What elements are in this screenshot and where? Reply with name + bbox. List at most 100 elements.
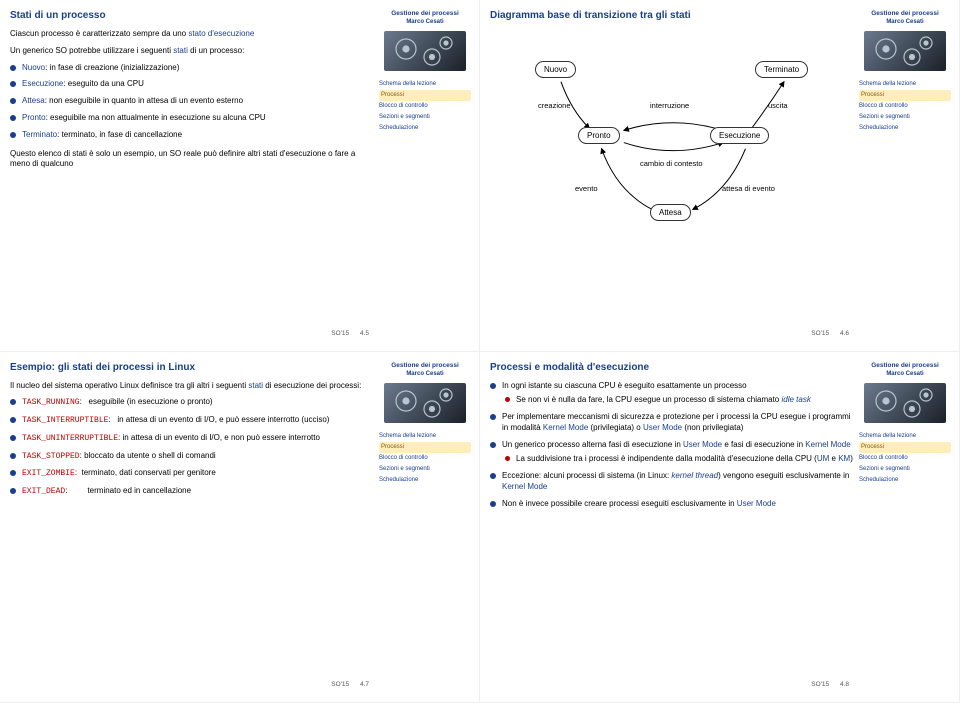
desc: bloccato da utente o shell di comandi <box>84 451 216 460</box>
slide4-footer: SO'15 4.8 <box>811 681 849 688</box>
t: Eccezione: alcuni processi di sistema (i… <box>502 471 671 480</box>
slide2-footer: SO'15 4.6 <box>811 330 849 337</box>
sidebar-author: Marco Cesati <box>379 371 471 377</box>
slide-1-main: Stati di un processo Ciascun processo è … <box>10 10 379 343</box>
sidebar-3: Gestione dei processi Marco Cesati Schema … <box>379 362 471 695</box>
nav-item[interactable]: Blocco di controllo <box>379 101 471 112</box>
nav-item[interactable]: Blocco di controllo <box>859 453 951 464</box>
nav-item[interactable]: Processi <box>379 90 471 101</box>
nav-item[interactable]: Schema della lezione <box>859 79 951 90</box>
km: KM <box>838 454 850 463</box>
slide3-intro: Il nucleo del sistema operativo Linux de… <box>10 381 375 392</box>
slide-4-title: Processi e modalità d'esecuzione <box>490 362 855 373</box>
t: Se non vi è nulla da fare, la CPU esegue… <box>516 395 781 404</box>
nav-item[interactable]: Schedulazione <box>859 123 951 134</box>
km: Kernel Mode <box>805 440 850 449</box>
nav-item[interactable]: Processi <box>859 90 951 101</box>
list-item: Nuovo: in fase di creazione (inizializza… <box>22 63 375 74</box>
nav-item[interactable]: Blocco di controllo <box>859 101 951 112</box>
desc: : eseguito da una CPU <box>63 79 144 88</box>
sub: Se non vi è nulla da fare, la CPU esegue… <box>502 395 855 406</box>
state-pronto: Pronto <box>578 127 620 144</box>
km: Kernel Mode <box>502 482 547 491</box>
footer-code: SO'15 <box>811 330 829 337</box>
t2: e <box>829 454 838 463</box>
um: User Mode <box>683 440 722 449</box>
sidebar-author: Marco Cesati <box>859 371 951 377</box>
nav-item[interactable]: Schedulazione <box>379 123 471 134</box>
desc: terminato ed in cancellazione <box>87 486 191 495</box>
list-item: Eccezione: alcuni processi di sistema (i… <box>502 471 855 493</box>
gears-icon <box>384 383 466 423</box>
footer-page: 4.7 <box>360 681 369 688</box>
list-item: In ogni istante su ciascuna CPU è esegui… <box>502 381 855 407</box>
gears-icon <box>864 383 946 423</box>
slide1-intro-a: Ciascun processo è caratterizzato sempre… <box>10 29 188 38</box>
slide1-list: Nuovo: in fase di creazione (inizializza… <box>10 63 375 141</box>
sidebar-nav: Schema della lezioneProcessiBlocco di co… <box>379 79 471 134</box>
footer-page: 4.5 <box>360 330 369 337</box>
list-item: TASK_UNINTERRUPTIBLE: in attesa di un ev… <box>22 433 375 445</box>
term: Esecuzione <box>22 79 63 88</box>
sub: La suddivisione tra i processi è indipen… <box>502 454 855 465</box>
t2: ) vengono eseguiti esclusivamente in <box>718 471 849 480</box>
kthread: kernel thread <box>671 471 718 480</box>
nav-item[interactable]: Schedulazione <box>859 475 951 486</box>
nav-item[interactable]: Processi <box>379 442 471 453</box>
nav-item[interactable]: Schema della lezione <box>379 431 471 442</box>
t3: ) <box>850 454 853 463</box>
nav-item[interactable]: Schema della lezione <box>379 79 471 90</box>
label-interruzione: interruzione <box>650 101 689 110</box>
sidebar-nav: Schema della lezioneProcessiBlocco di co… <box>859 431 951 486</box>
sidebar-2: Gestione dei processiMarco CesatiSchema … <box>859 10 951 343</box>
list-item: Non è invece possibile creare processi e… <box>502 499 855 510</box>
nav-item[interactable]: Sezioni e segmenti <box>379 112 471 123</box>
desc: : terminato, in fase di cancellazione <box>57 130 182 139</box>
code: TASK_RUNNING <box>22 398 80 407</box>
nav-item[interactable]: Schedulazione <box>379 475 471 486</box>
footer-page: 4.6 <box>840 330 849 337</box>
nav-item[interactable]: Sezioni e segmenti <box>859 112 951 123</box>
slide-2-main: Diagramma base di transizione tra gli st… <box>490 10 859 343</box>
desc: in attesa di un evento di I/O, e non può… <box>122 433 319 442</box>
term: Terminato <box>22 130 57 139</box>
list-item: TASK_INTERRUPTIBLE: in attesa di un even… <box>22 415 375 427</box>
slide3-footer: SO'15 4.7 <box>331 681 369 688</box>
slide-3-main: Esempio: gli stati dei processi in Linux… <box>10 362 379 695</box>
list-item: EXIT_ZOMBIE: terminato, dati conservati … <box>22 468 375 480</box>
um: User Mode <box>643 423 682 432</box>
list-item: Pronto: eseguibile ma non attualmente in… <box>22 113 375 124</box>
nav-item[interactable]: Sezioni e segmenti <box>379 464 471 475</box>
state-attesa: Attesa <box>650 204 691 221</box>
list-item: TASK_STOPPED: bloccato da utente o shell… <box>22 451 375 463</box>
sub-item: Se non vi è nulla da fare, la CPU esegue… <box>516 395 855 406</box>
code: EXIT_ZOMBIE <box>22 469 75 478</box>
page-grid: Stati di un processo Ciascun processo è … <box>0 0 960 703</box>
nav-item[interactable]: Schema della lezione <box>859 431 951 442</box>
code: EXIT_DEAD <box>22 487 65 496</box>
code: TASK_UNINTERRUPTIBLE <box>22 434 118 443</box>
desc: eseguibile (in esecuzione o pronto) <box>89 397 213 406</box>
sidebar-course-title: Gestione dei processi <box>379 362 471 369</box>
footer-code: SO'15 <box>331 330 349 337</box>
slide4-list: In ogni istante su ciascuna CPU è esegui… <box>490 381 855 510</box>
nav-item[interactable]: Blocco di controllo <box>379 453 471 464</box>
slide1-lead-a: Un generico SO potrebbe utilizzare i seg… <box>10 46 173 55</box>
code: TASK_STOPPED <box>22 452 80 461</box>
slide1-footer: SO'15 4.5 <box>331 330 369 337</box>
t2: di esecuzione dei processi: <box>263 381 361 390</box>
t: Un generico processo alterna fasi di ese… <box>502 440 683 449</box>
sidebar-1: Gestione dei processiMarco CesatiSchema … <box>379 10 471 343</box>
sidebar-author: Marco Cesati <box>379 19 471 25</box>
um: User Mode <box>737 499 776 508</box>
label-uscita: uscita <box>768 101 788 110</box>
nav-item[interactable]: Processi <box>859 442 951 453</box>
km: Kernel Mode <box>543 423 588 432</box>
nav-item[interactable]: Sezioni e segmenti <box>859 464 951 475</box>
slide-3: Esempio: gli stati dei processi in Linux… <box>0 352 480 703</box>
sidebar-nav: Schema della lezioneProcessiBlocco di co… <box>379 431 471 486</box>
list-item: Per implementare meccanismi di sicurezza… <box>502 412 855 434</box>
t2: (privilegiata) o <box>588 423 643 432</box>
slide1-intro-b: stato d'esecuzione <box>188 29 254 38</box>
desc: : in fase di creazione (inizializzazione… <box>45 63 179 72</box>
